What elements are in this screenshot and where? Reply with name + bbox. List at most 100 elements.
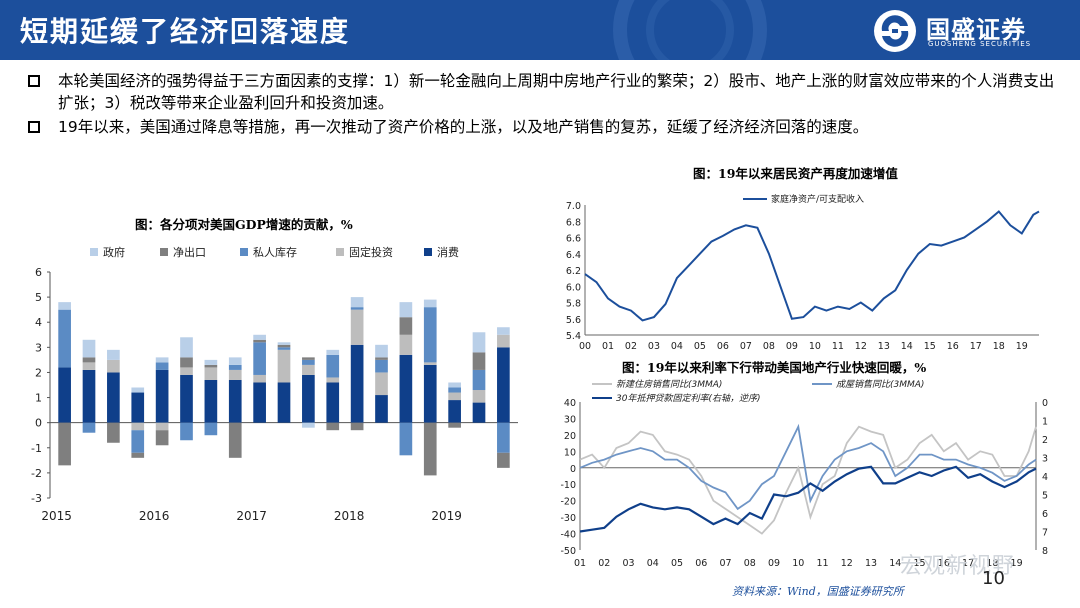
- bar-segment: [399, 422, 413, 456]
- company-logo: 国盛证券 GUOSHENG SECURITIES: [872, 8, 1072, 54]
- y-tick-label: 6.8: [566, 217, 581, 228]
- x-tick-label: 2017: [236, 509, 267, 523]
- legend-swatch: [424, 248, 432, 256]
- bar-segment: [448, 382, 461, 388]
- y-tick-label: 0: [35, 417, 42, 430]
- bar-segment: [253, 342, 266, 375]
- bullet-square-icon: [28, 75, 40, 87]
- bar-segment: [497, 327, 510, 335]
- bar-segment: [228, 364, 242, 370]
- assets-chart-title: 图：19年以来居民资产再度加速增值: [693, 166, 898, 181]
- x-tick-label: 13: [865, 558, 877, 569]
- y-tick-label: 20: [564, 431, 576, 442]
- y-tick-label: 6.0: [566, 282, 581, 293]
- x-tick-label: 05: [671, 558, 683, 569]
- bar-segment: [497, 347, 510, 423]
- x-tick-label: 04: [647, 558, 659, 569]
- bar-segment: [375, 372, 388, 396]
- bar-segment: [399, 317, 413, 335]
- x-tick-label: 04: [671, 341, 683, 352]
- x-tick-label: 16: [938, 558, 950, 569]
- bar-segment: [131, 387, 145, 393]
- x-tick-label: 01: [574, 558, 586, 569]
- y-tick-label: -3: [31, 492, 42, 505]
- bar-segment: [204, 422, 218, 436]
- bar-segment: [497, 422, 510, 453]
- x-tick-label: 12: [855, 341, 867, 352]
- bar-segment: [155, 357, 169, 363]
- bar-segment: [180, 357, 193, 368]
- x-tick-label: 08: [763, 341, 775, 352]
- bar-segment: [228, 379, 242, 423]
- y-right-tick-label: 2: [1042, 435, 1048, 446]
- y-tick-label: 1: [35, 392, 42, 405]
- bar-segment: [326, 354, 340, 378]
- bar-segment: [107, 422, 120, 443]
- x-tick-label: 11: [817, 558, 829, 569]
- source-note: 资料来源：Wind，国盛证券研究所: [732, 585, 904, 598]
- household-assets-chart: 7.0 6.8 6.6 6.4 6.2 6.0 5.8 5.6 5.400 01 02 03 04 05 0…: [566, 193, 1040, 352]
- bar-segment: [204, 379, 218, 423]
- legend-swatch: [336, 248, 344, 256]
- bar-segment: [326, 382, 340, 423]
- y-tick-label: -10: [560, 480, 576, 491]
- y-right-tick-label: 4: [1042, 472, 1048, 483]
- y-tick-label: 5: [35, 291, 42, 304]
- bar-segment: [302, 374, 315, 423]
- series-line: [579, 425, 1037, 535]
- legend-swatch: [160, 248, 168, 256]
- x-tick-label: 15: [914, 558, 926, 569]
- legend-label: 成屋销售同比(3MMA): [836, 379, 924, 390]
- bar-segment: [326, 422, 340, 431]
- bar-segment: [423, 364, 437, 423]
- bar-segment: [423, 422, 437, 476]
- x-tick-label: 17: [970, 341, 982, 352]
- y-tick-label: 6: [35, 266, 42, 279]
- x-tick-label: 07: [719, 558, 731, 569]
- logo-subtitle: GUOSHENG SECURITIES: [928, 40, 1032, 48]
- y-tick-label: -40: [560, 530, 576, 541]
- bar-segment: [228, 369, 242, 380]
- bar-segment: [375, 359, 388, 373]
- y-right-tick-label: 8: [1042, 546, 1048, 557]
- bar-segment: [375, 344, 388, 358]
- y-tick-label: -1: [31, 442, 42, 455]
- x-tick-label: 07: [740, 341, 752, 352]
- bar-segment: [131, 422, 145, 431]
- bar-segment: [155, 430, 169, 446]
- bar-segment: [277, 349, 291, 383]
- y-tick-label: 5.6: [566, 315, 581, 326]
- y-tick-label: -20: [560, 497, 576, 508]
- bar-segment: [423, 299, 437, 308]
- x-tick-label: 06: [695, 558, 707, 569]
- page-number: 10: [982, 568, 1005, 589]
- y-tick-label: 3: [35, 341, 42, 354]
- x-tick-label: 16: [947, 341, 959, 352]
- legend-swatch: [90, 248, 98, 256]
- bar-segment: [180, 337, 193, 358]
- bar-segment: [180, 422, 193, 441]
- bar-segment: [82, 357, 96, 363]
- legend-label: 新建住房销售同比(3MMA): [616, 379, 722, 390]
- bar-segment: [253, 334, 266, 340]
- x-tick-label: 18: [986, 558, 998, 569]
- series-line: [584, 210, 1040, 322]
- bar-segment: [472, 352, 486, 370]
- legend-label: 家庭净资产/可支配收入: [771, 193, 864, 205]
- bar-segment: [472, 332, 486, 353]
- bar-segment: [107, 349, 120, 360]
- x-tick-label: 2016: [139, 509, 170, 523]
- bar-segment: [58, 367, 71, 423]
- y-right-tick-label: 5: [1042, 491, 1048, 502]
- bar-segment: [448, 422, 461, 428]
- bar-segment: [131, 452, 145, 458]
- bullet-square-icon: [28, 121, 40, 133]
- legend-label: 消费: [437, 245, 459, 259]
- x-tick-label: 19: [1016, 341, 1028, 352]
- bar-segment: [497, 452, 510, 468]
- x-tick-label: 14: [901, 341, 913, 352]
- bar-segment: [350, 422, 364, 431]
- bar-segment: [155, 362, 169, 370]
- x-tick-label: 2019: [431, 509, 462, 523]
- gdp-chart-title: 图：各分项对美国GDP增速的贡献，%: [135, 217, 353, 232]
